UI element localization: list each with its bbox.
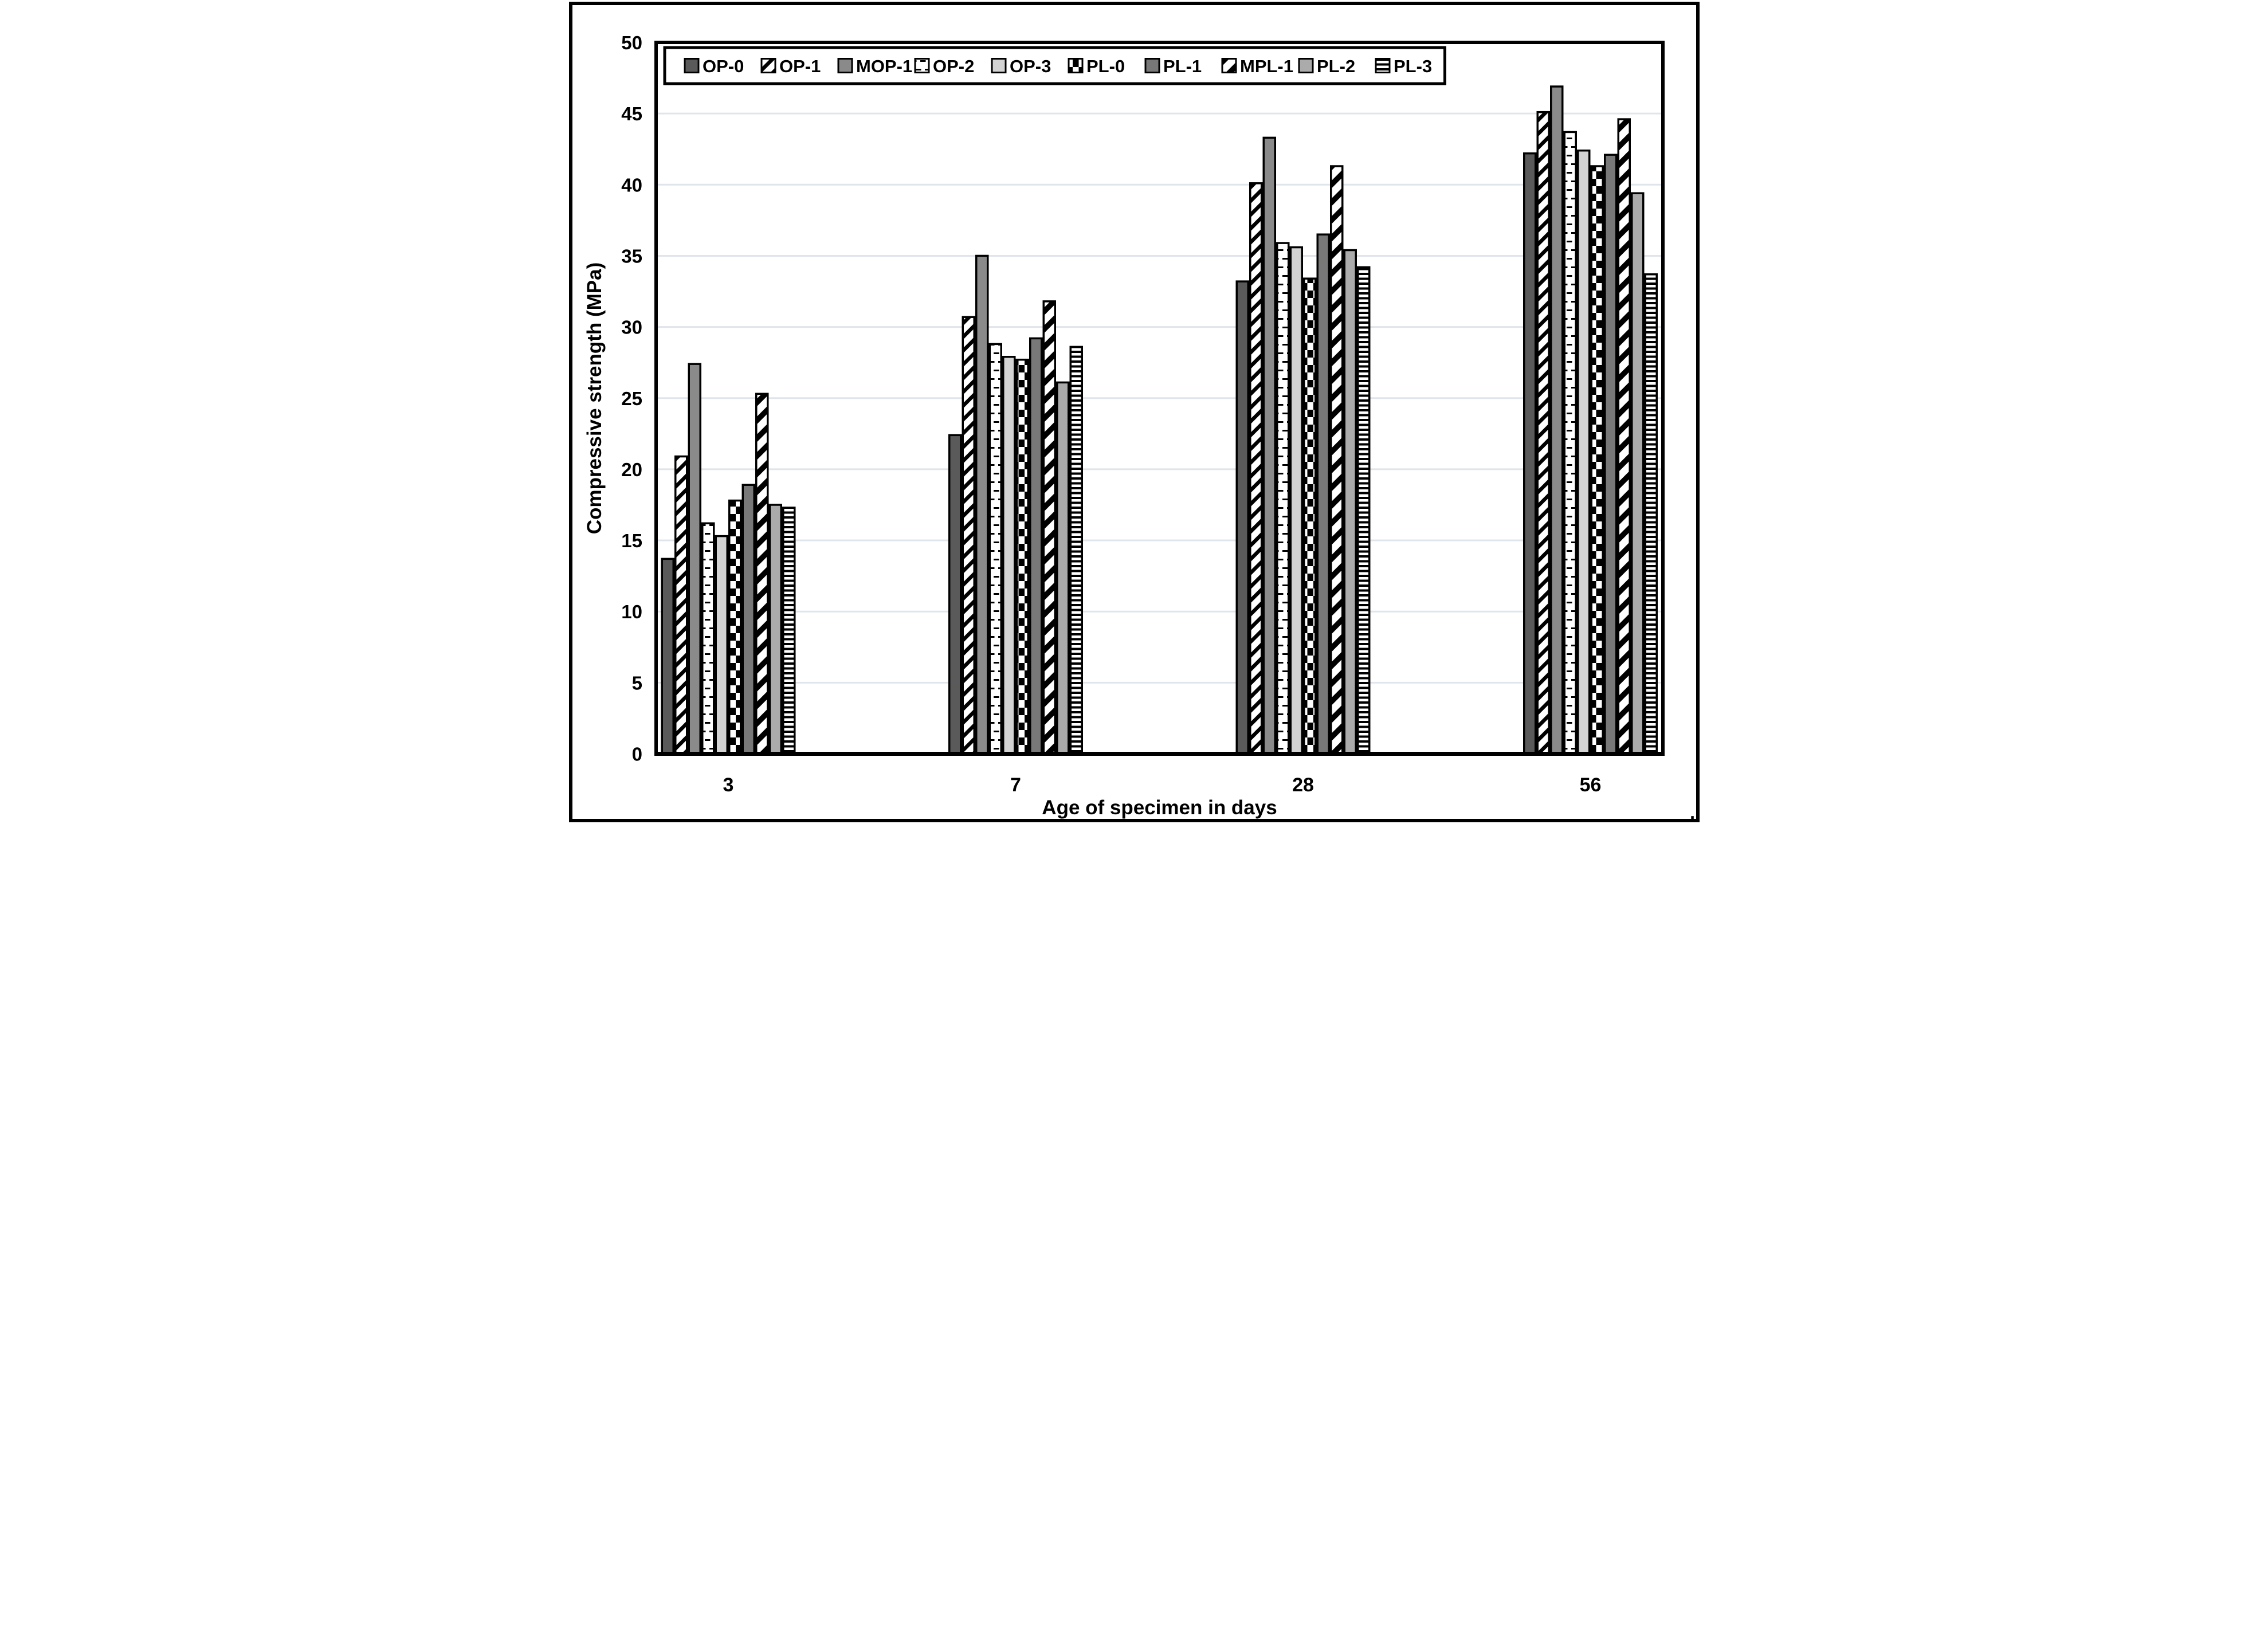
legend-label-PL-1: PL-1	[1163, 56, 1202, 76]
legend-swatch-PL-3	[1375, 58, 1390, 73]
bar-MOP-1-day28	[1262, 136, 1276, 755]
bar-PL-3-day56	[1644, 273, 1658, 755]
bar-MPL-1-day28	[1329, 165, 1343, 755]
legend-item-PL-2: PL-2	[1298, 56, 1355, 76]
legend-item-MOP-1: MOP-1	[837, 56, 912, 76]
legend-label-MPL-1: MPL-1	[1240, 56, 1293, 76]
legend-swatch-OP-0	[684, 58, 699, 73]
legend-item-OP-3: OP-3	[991, 56, 1051, 76]
bar-PL-3-day28	[1356, 266, 1370, 755]
legend-swatch-OP-3	[991, 58, 1006, 73]
legend-label-OP-3: OP-3	[1010, 56, 1051, 76]
bar-MOP-1-day56	[1549, 85, 1563, 755]
legend-item-PL-0: PL-0	[1068, 56, 1125, 76]
bar-PL-1-day56	[1603, 154, 1617, 755]
legend-swatch-PL-2	[1298, 58, 1313, 73]
bar-PL-3-day3	[782, 507, 795, 755]
legend-label-OP-1: OP-1	[779, 56, 821, 76]
y-tick-label-15: 15	[621, 530, 642, 551]
y-tick-label-50: 50	[621, 32, 642, 53]
bar-OP-1-day7	[962, 316, 975, 755]
y-tick-label-45: 45	[621, 103, 642, 124]
y-tick-label-25: 25	[621, 388, 642, 409]
legend-swatch-OP-2	[914, 58, 929, 73]
x-tick-label-56: 56	[1579, 774, 1601, 796]
gridlines	[657, 112, 1661, 684]
bar-OP-2-day7	[988, 343, 1002, 755]
bar-PL-1-day28	[1316, 233, 1330, 755]
legend-item-MPL-1: MPL-1	[1221, 56, 1293, 76]
bar-OP-2-day28	[1276, 242, 1289, 755]
legend-swatch-PL-0	[1068, 58, 1083, 73]
y-tick-label-30: 30	[621, 317, 642, 338]
legend-label-OP-0: OP-0	[703, 56, 744, 76]
bar-PL-2-day28	[1343, 249, 1357, 755]
y-axis-title: Compressive strength (MPa)	[583, 262, 606, 535]
legend-swatch-OP-1	[760, 58, 776, 73]
bar-OP-1-day28	[1249, 182, 1262, 755]
bar-OP-0-day56	[1523, 152, 1536, 755]
bar-OP-1-day3	[674, 455, 688, 755]
bar-PL-2-day3	[768, 504, 782, 755]
bar-OP-2-day3	[701, 522, 715, 755]
bar-PL-0-day3	[728, 499, 741, 755]
bar-OP-0-day7	[948, 434, 962, 755]
x-axis-tick-labels: 3 7 28 56	[723, 774, 1601, 796]
bar-OP-1-day56	[1536, 111, 1550, 755]
figure-wrapper: 0 5 10 15 20 25 30 35 40 45 50 3 7 28 56 OP-0 OP-1 MOP-…	[567, 0, 1701, 824]
legend-swatch-MPL-1	[1221, 58, 1237, 73]
y-tick-label-35: 35	[621, 245, 642, 266]
bar-PL-3-day7	[1069, 346, 1083, 755]
legend-swatch-PL-1	[1144, 58, 1160, 73]
x-tick-label-3: 3	[723, 774, 733, 796]
legend-item-PL-1: PL-1	[1144, 56, 1202, 76]
y-axis-tick-labels: 0 5 10 15 20 25 30 35 40 45 50	[621, 32, 642, 765]
corner-period: .	[1690, 802, 1695, 823]
legend-box	[663, 46, 1446, 85]
bar-MPL-1-day3	[755, 393, 768, 755]
x-axis-title: Age of specimen in days	[1042, 796, 1277, 819]
y-tick-label-5: 5	[631, 672, 642, 693]
bar-PL-0-day7	[1015, 358, 1029, 755]
legend-item-OP-1: OP-1	[760, 56, 821, 76]
legend-item-OP-0: OP-0	[684, 56, 744, 76]
bar-PL-0-day28	[1302, 277, 1316, 755]
legend-label-PL-2: PL-2	[1317, 56, 1355, 76]
bar-OP-3-day28	[1289, 246, 1303, 755]
legend-label-PL-3: PL-3	[1394, 56, 1432, 76]
legend: OP-0 OP-1 MOP-1 OP-2 OP-3 PL-0 PL-1 MPL-1 PL-2 PL…	[663, 46, 1446, 85]
legend-label-OP-2: OP-2	[933, 56, 974, 76]
y-tick-label-0: 0	[631, 744, 642, 765]
y-tick-label-20: 20	[621, 459, 642, 480]
bar-PL-1-day7	[1029, 337, 1042, 755]
bar-PL-0-day56	[1590, 165, 1604, 755]
compressive-strength-bar-chart: 0 5 10 15 20 25 30 35 40 45 50 3 7 28 56 OP-0 OP-1 MOP-…	[568, 2, 1700, 823]
legend-item-PL-3: PL-3	[1375, 56, 1432, 76]
bar-PL-1-day3	[741, 484, 755, 755]
bar-OP-0-day28	[1235, 280, 1249, 755]
bar-MOP-1-day3	[688, 363, 701, 755]
legend-swatch-MOP-1	[837, 58, 853, 73]
y-tick-label-40: 40	[621, 174, 642, 195]
legend-label-PL-0: PL-0	[1086, 56, 1125, 76]
bar-OP-2-day56	[1563, 131, 1577, 755]
bar-MOP-1-day7	[975, 254, 988, 755]
bar-MPL-1-day7	[1042, 300, 1056, 755]
x-tick-label-7: 7	[1010, 774, 1021, 796]
bar-OP-3-day56	[1576, 149, 1590, 755]
bar-PL-2-day56	[1630, 192, 1644, 755]
bar-OP-3-day7	[1002, 355, 1015, 755]
legend-label-MOP-1: MOP-1	[856, 56, 912, 76]
bar-PL-2-day7	[1055, 381, 1069, 755]
y-tick-label-10: 10	[621, 601, 642, 622]
legend-item-OP-2: OP-2	[914, 56, 974, 76]
bar-MPL-1-day56	[1617, 118, 1631, 755]
bar-OP-0-day3	[661, 558, 674, 755]
x-tick-label-28: 28	[1292, 774, 1314, 796]
bar-OP-3-day3	[715, 535, 728, 755]
